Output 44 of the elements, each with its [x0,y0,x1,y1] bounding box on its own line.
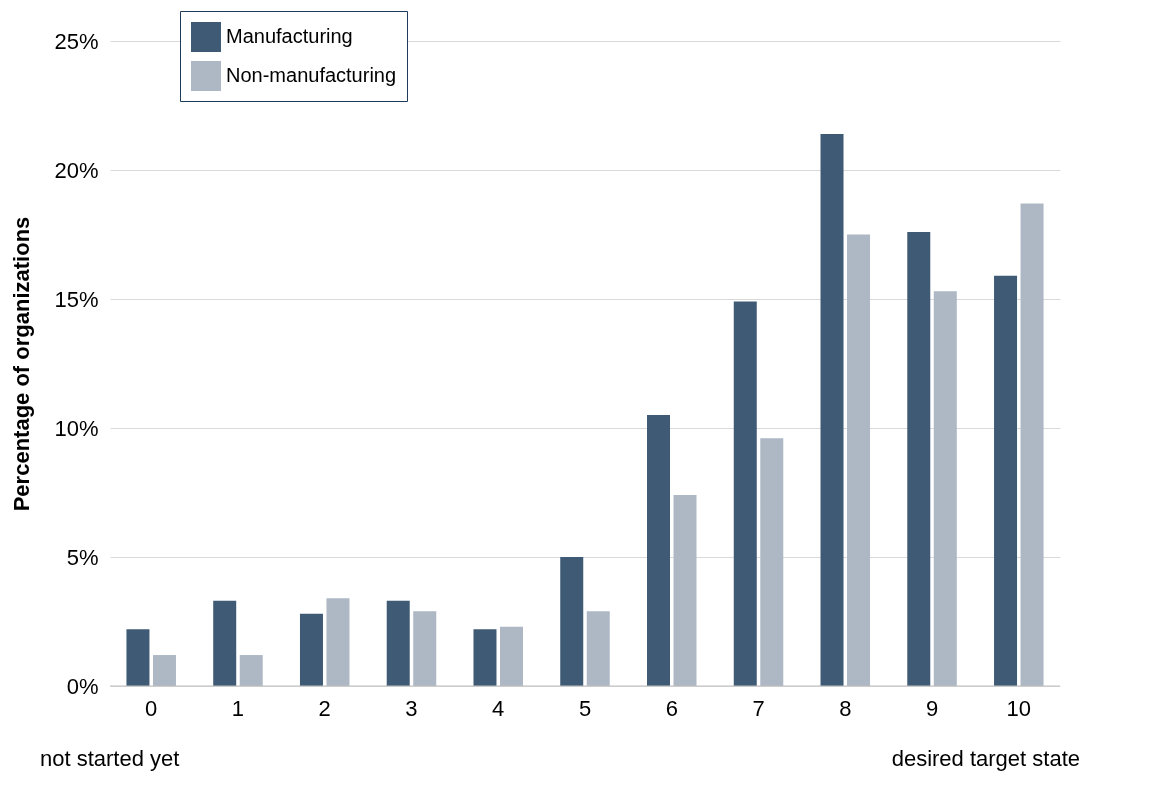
bar [386,600,410,686]
x-tick-label: 7 [752,695,765,721]
bar [473,629,497,686]
y-axis-title: Percentage of organizations [9,216,35,512]
x-tick-label: 9 [925,695,939,721]
bar [413,611,437,686]
bar [673,495,697,686]
bar [213,600,237,686]
text: desired target state [891,746,1080,771]
x-tick-label: 10 [1006,695,1032,721]
x-tick-label: 1 [231,695,245,721]
x-tick-label: 0 [145,695,158,721]
bar [907,231,931,686]
y-tick-label: 10% [54,415,99,441]
legend-label: Manufacturing [226,25,353,47]
y-tick-label: 15% [54,286,99,312]
bar [733,301,757,686]
x-tick-label: 4 [492,695,505,721]
x-tick-label: 6 [665,695,678,721]
bar [239,655,263,686]
bar [1020,203,1044,686]
bar [152,655,176,686]
bar [820,133,844,686]
y-tick-label: 5% [66,544,99,570]
y-tick-label: 20% [54,157,99,183]
bar [847,234,871,686]
bar [299,613,323,686]
bar [326,598,350,686]
bar [500,626,523,686]
bar [933,291,957,686]
bar [126,629,150,686]
bar [994,275,1018,686]
text: not started yet [40,746,180,771]
bar [586,611,610,686]
legend-label: Non-manufacturing [226,64,397,86]
bar [560,557,584,686]
y-tick-label: 0% [66,673,99,699]
bar [647,415,670,686]
x-tick-label: 3 [405,695,418,721]
x-tick-label: 8 [839,695,852,721]
x-tick-label: 5 [578,695,592,721]
y-tick-label: 25% [54,28,99,54]
x-tick-label: 2 [318,695,331,721]
bar [760,438,784,686]
